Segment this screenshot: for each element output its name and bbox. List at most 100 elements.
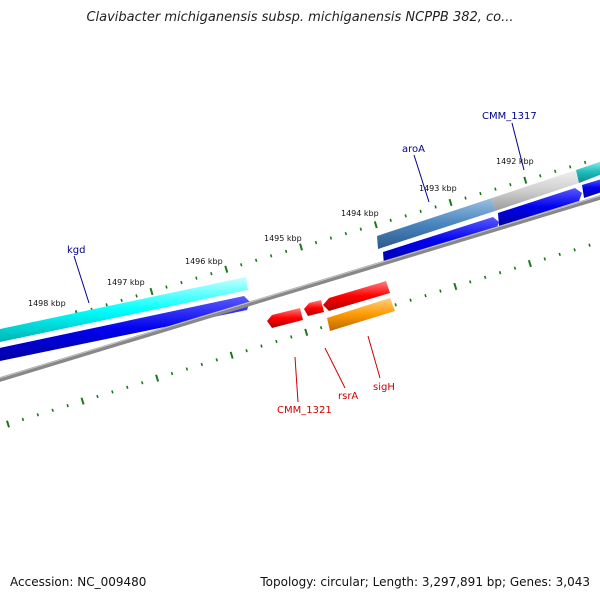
minor-tick xyxy=(135,294,138,298)
minor-tick xyxy=(439,289,442,293)
backbone xyxy=(0,195,600,382)
minor-tick xyxy=(494,187,497,191)
major-tick xyxy=(155,374,160,382)
gene-grey[interactable] xyxy=(492,170,579,211)
label-kgd: kgd xyxy=(67,245,86,256)
major-tick xyxy=(448,198,453,207)
minor-tick xyxy=(165,285,168,289)
label-sigH: sigH xyxy=(373,382,395,393)
minor-tick xyxy=(543,257,547,261)
minor-tick xyxy=(464,196,467,200)
minor-tick xyxy=(170,371,174,376)
minor-tick xyxy=(409,298,412,302)
minor-tick xyxy=(126,385,129,389)
kbp-label-1498: 1498 kbp xyxy=(28,299,66,308)
cds-cmm1317[interactable] xyxy=(582,178,600,198)
map-title: Clavibacter michiganensis subsp. michiga… xyxy=(86,10,514,25)
minor-tick xyxy=(269,254,273,258)
major-tick xyxy=(224,265,229,273)
minor-tick xyxy=(509,183,512,187)
major-tick xyxy=(80,397,85,405)
minor-tick xyxy=(344,231,348,236)
cds-kgd[interactable] xyxy=(0,296,250,362)
minor-tick xyxy=(195,276,198,280)
major-tick xyxy=(149,287,154,296)
label-cmm1317: CMM_1317 xyxy=(482,111,537,122)
major-tick xyxy=(373,221,378,229)
gene-sigH[interactable] xyxy=(327,298,395,331)
minor-tick xyxy=(434,205,437,209)
cds-grey[interactable] xyxy=(498,188,582,226)
minor-tick xyxy=(120,298,123,303)
minor-tick xyxy=(359,227,363,231)
minor-tick xyxy=(419,209,422,214)
label-rsrA: rsrA xyxy=(338,391,358,402)
minor-tick xyxy=(498,271,502,275)
cds-sigH[interactable] xyxy=(323,281,390,311)
minor-tick xyxy=(314,240,318,245)
kbp-label-1495: 1495 kbp xyxy=(264,234,302,243)
kbp-label-1494: 1494 kbp xyxy=(341,209,379,218)
minor-tick xyxy=(140,381,144,385)
minor-tick xyxy=(96,394,99,399)
minor-tick xyxy=(21,417,25,422)
minor-tick xyxy=(319,326,323,330)
gene-aroA[interactable] xyxy=(377,198,495,249)
minor-tick xyxy=(539,174,542,178)
minor-tick xyxy=(111,390,114,394)
minor-tick xyxy=(215,358,218,362)
accession-text: Accession: NC_009480 xyxy=(10,575,147,589)
minor-tick xyxy=(554,169,557,173)
gene-cmm1317[interactable] xyxy=(576,160,600,183)
reverse-gene-labels: CMM_1321 rsrA sigH xyxy=(277,335,395,416)
minor-tick xyxy=(210,272,213,276)
major-tick xyxy=(229,351,234,359)
minor-tick xyxy=(469,280,472,284)
minor-tick xyxy=(389,218,392,222)
kbp-label-1497: 1497 kbp xyxy=(107,278,145,287)
minor-tick xyxy=(185,367,189,371)
minor-tick xyxy=(424,293,427,298)
kbp-label-1492: 1492 kbp xyxy=(496,157,534,166)
minor-tick xyxy=(200,362,204,367)
minor-tick xyxy=(105,303,108,307)
minor-tick xyxy=(66,403,69,408)
minor-tick xyxy=(284,249,288,254)
kbp-label-1493: 1493 kbp xyxy=(419,184,457,193)
minor-tick xyxy=(180,280,183,285)
label-aroA: aroA xyxy=(402,144,425,155)
major-tick xyxy=(299,243,303,251)
major-tick xyxy=(527,259,532,268)
minor-tick xyxy=(479,191,482,196)
minor-tick xyxy=(513,266,517,270)
minor-tick xyxy=(394,303,397,307)
minor-tick xyxy=(254,258,258,263)
minor-tick xyxy=(290,335,293,339)
minor-tick xyxy=(275,339,278,344)
major-tick xyxy=(523,176,528,184)
genome-summary-text: Topology: circular; Length: 3,297,891 bp… xyxy=(260,575,590,589)
minor-tick xyxy=(51,408,54,412)
minor-tick xyxy=(260,344,263,348)
minor-tick xyxy=(558,252,561,257)
minor-tick xyxy=(329,236,333,240)
minor-tick xyxy=(483,275,487,279)
major-tick xyxy=(304,328,309,336)
minor-tick xyxy=(573,248,576,252)
label-cmm1321: CMM_1321 xyxy=(277,405,332,416)
gene-kgd[interactable] xyxy=(0,277,248,343)
minor-tick xyxy=(245,348,248,353)
cds-rsrA[interactable] xyxy=(304,300,324,316)
minor-tick xyxy=(588,243,591,247)
forward-gene-labels: kgd aroA CMM_1317 xyxy=(67,111,537,304)
minor-tick xyxy=(404,214,407,218)
cds-cmm1321[interactable] xyxy=(267,308,303,328)
kbp-label-1496: 1496 kbp xyxy=(185,257,223,266)
minor-tick xyxy=(240,263,243,267)
minor-tick xyxy=(36,413,40,417)
major-tick xyxy=(453,282,458,291)
inner-tick-ring xyxy=(6,243,591,428)
major-tick xyxy=(6,420,10,428)
kbp-labels: 1498 kbp 1497 kbp 1496 kbp 1495 kbp 1494… xyxy=(28,157,534,308)
